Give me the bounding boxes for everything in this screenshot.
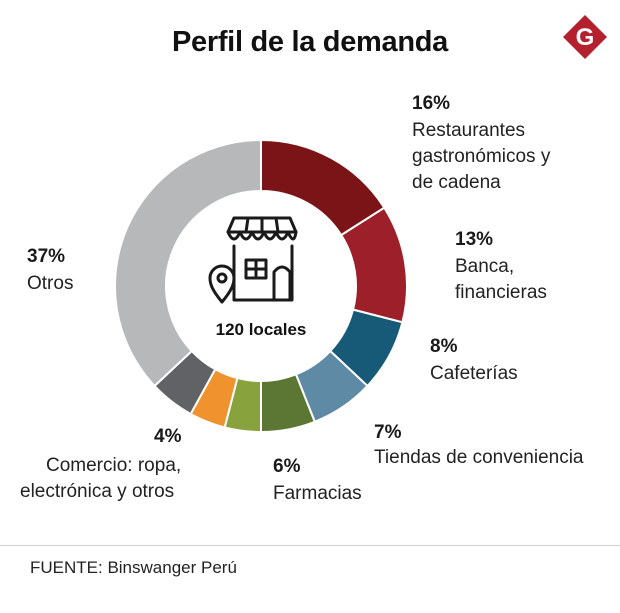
source-note: FUENTE: Binswanger Perú (30, 558, 237, 577)
logo-letter: G (576, 24, 595, 51)
label-farmacias: Farmacias (273, 483, 362, 504)
chart-title: Perfil de la demanda (171, 26, 449, 58)
pct-label-cafeterias: 8% (430, 336, 458, 357)
pct-label-banca: 13% (455, 229, 494, 250)
label-cafeterias: Cafeterías (430, 363, 518, 384)
label-restaurantes-1: Restaurantes (412, 120, 526, 141)
pct-label-tiendas: 7% (374, 422, 402, 443)
logo-diamond-icon (563, 15, 607, 59)
label-comercio-2: electrónica y otros (20, 481, 175, 502)
pct-label-farmacias: 6% (273, 456, 301, 477)
label-banca-1: Banca, (455, 256, 515, 277)
pct-label-restaurantes: 16% (412, 93, 451, 114)
pct-label-otros: 37% (27, 246, 66, 267)
pct-label-comercio: 4% (154, 426, 182, 447)
label-restaurantes-2: gastronómicos y (412, 146, 551, 167)
footer-divider (0, 545, 620, 546)
store-icon (208, 216, 298, 304)
label-otros: Otros (27, 273, 74, 294)
label-comercio-1: Comercio: ropa, (46, 455, 182, 476)
total-locales-label: 120 locales (215, 320, 307, 339)
label-tiendas: Tiendas de conveniencia (374, 447, 584, 468)
brand-logo: G (563, 15, 607, 59)
label-restaurantes-3: de cadena (412, 172, 501, 193)
donut-slice-8 (114, 138, 262, 388)
label-banca-2: financieras (455, 282, 547, 303)
